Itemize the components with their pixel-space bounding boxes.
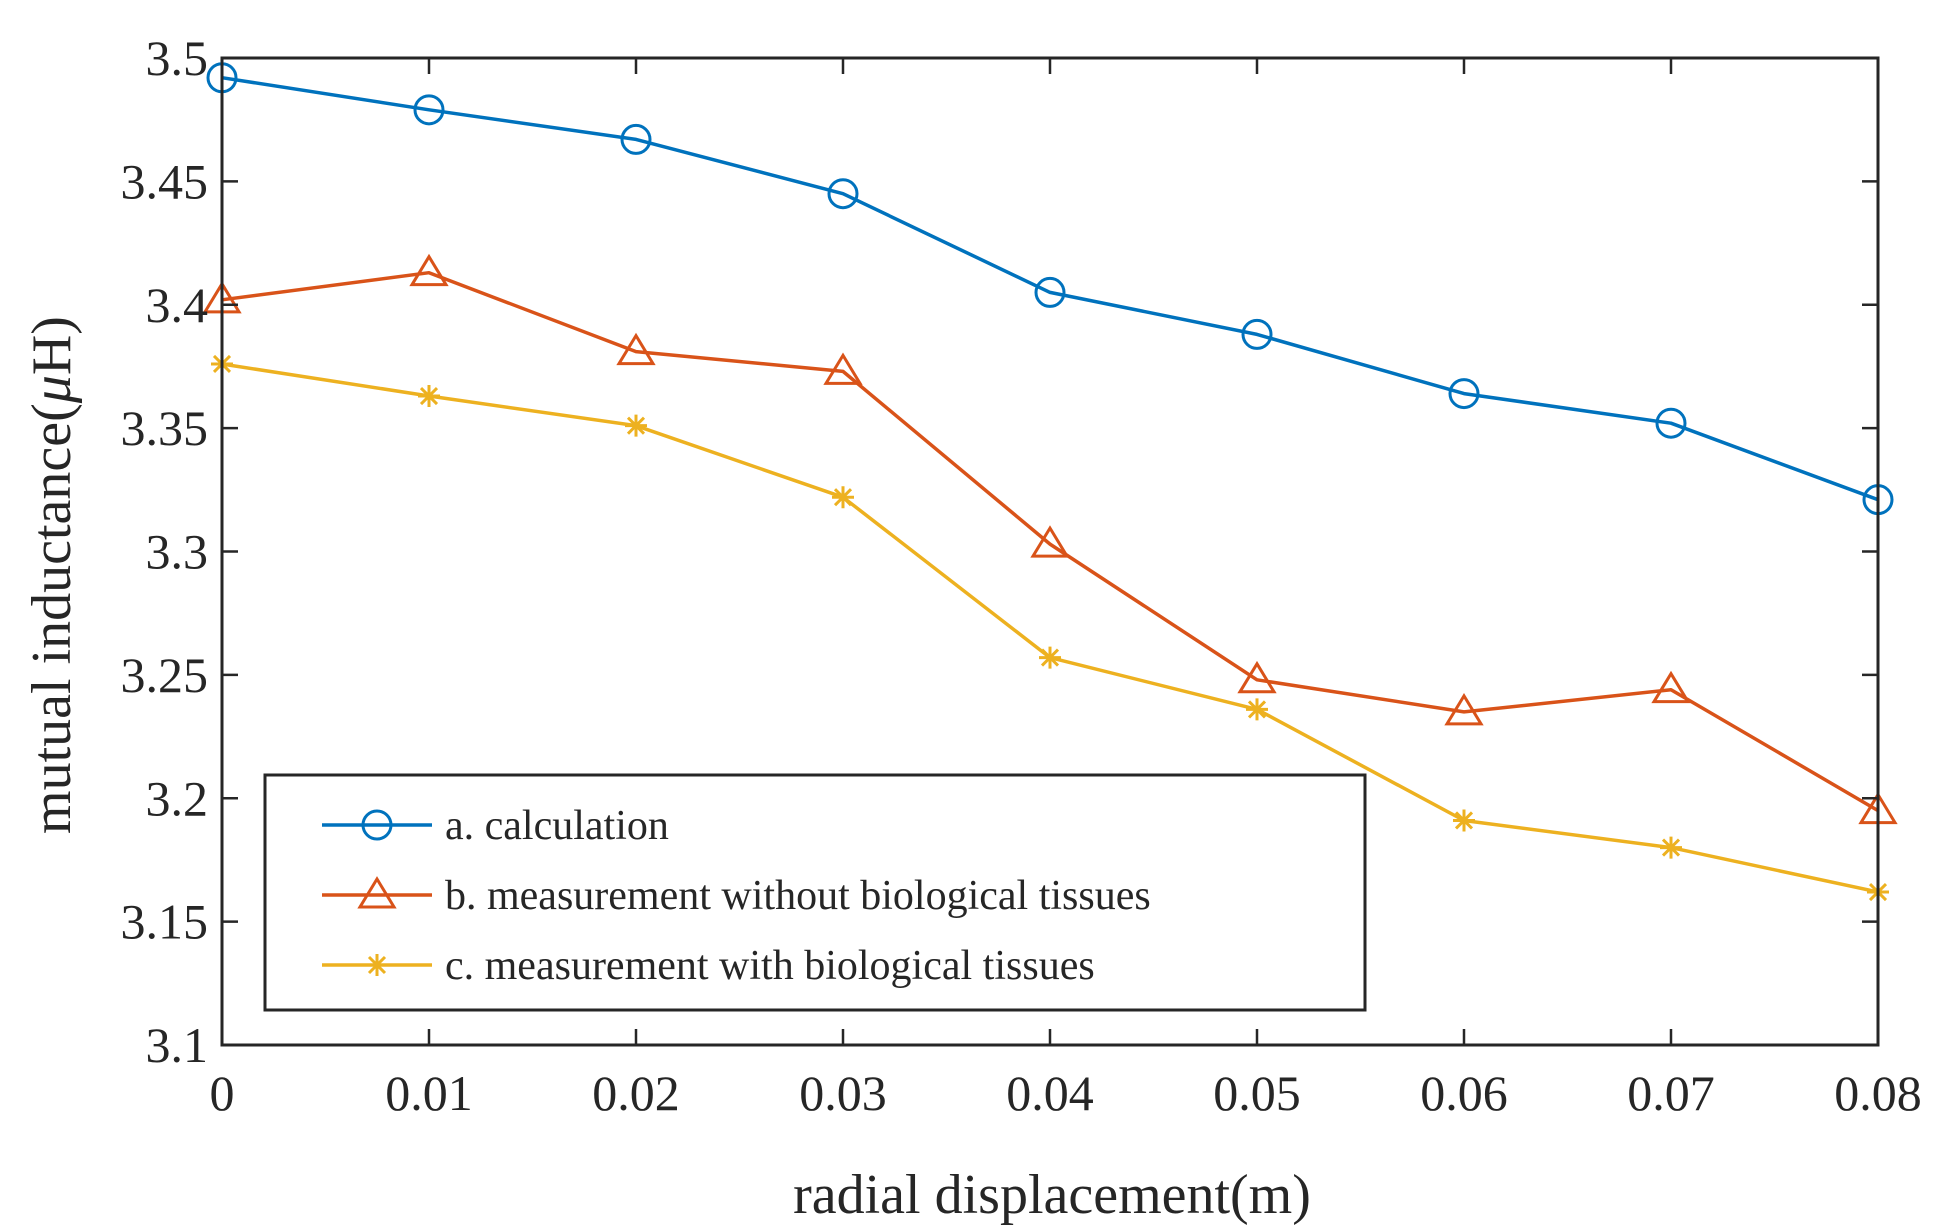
series-2-point-6	[1444, 692, 1484, 726]
x-tick-label-8: 0.08	[1834, 1065, 1922, 1121]
series-2-point-1	[409, 253, 449, 287]
y-axis-label-unit-symbol: μ	[21, 375, 83, 404]
legend-marker-2	[357, 876, 397, 909]
x-tick-label-6: 0.06	[1420, 1065, 1508, 1121]
y-tick-label-3: 3.25	[121, 647, 209, 703]
series-1-line	[221, 75, 1879, 502]
series-3-point-5	[1246, 698, 1268, 721]
x-axis-label: radial displacement(m)	[793, 1164, 1311, 1226]
series-2-point-7	[1651, 670, 1691, 704]
legend-box	[263, 773, 1367, 1012]
series-2-point-5	[1237, 660, 1277, 694]
x-tick-label-3: 0.03	[799, 1065, 887, 1121]
y-axis-label-unit: H)	[21, 316, 83, 375]
series-3-point-2	[625, 414, 647, 437]
x-tick-label-0: 0	[210, 1065, 235, 1121]
series-1-point-3	[827, 178, 859, 210]
series-2-point-3	[823, 352, 863, 385]
legend: a. calculation b. measurement without bio…	[263, 773, 1367, 1012]
series-3-point-7	[1660, 836, 1682, 859]
series-3-point-6	[1453, 809, 1475, 832]
series-layer	[202, 62, 1898, 904]
series-2-point-4	[1030, 525, 1070, 558]
x-tick-label-7: 0.07	[1627, 1065, 1715, 1121]
ticks-layer: 0 0.01 0.02 0.03 0.04 0.05 0.06 0.07 0.08 3.1 3.15…	[121, 30, 1922, 1121]
legend-marker-3	[366, 954, 388, 976]
x-tick-label-2: 0.02	[592, 1065, 680, 1121]
series-3-point-1	[418, 385, 440, 408]
series-2-point-2	[616, 332, 656, 366]
series-3-point-3	[832, 486, 854, 509]
y-tick-label-1: 3.15	[121, 894, 209, 950]
series-1-point-2	[620, 123, 652, 155]
series-1-point-6	[1448, 378, 1480, 410]
legend-item-1: a. calculation	[322, 803, 669, 849]
series-1-point-4	[1034, 276, 1066, 308]
legend-label-1: a. calculation	[445, 803, 669, 849]
x-tick-label-4: 0.04	[1006, 1065, 1094, 1121]
series-1-point-7	[1655, 407, 1687, 439]
legend-marker-1	[361, 809, 393, 841]
y-tick-label-7: 3.45	[121, 153, 209, 209]
x-tick-label-5: 0.05	[1213, 1065, 1301, 1121]
legend-label-2: b. measurement without biological tissue…	[445, 873, 1151, 919]
legend-label-3: c. measurement with biological tissues	[445, 943, 1095, 989]
y-tick-label-5: 3.35	[121, 400, 209, 456]
series-1-point-5	[1241, 318, 1273, 350]
x-tick-label-1: 0.01	[385, 1065, 473, 1121]
series-1-point-1	[413, 94, 445, 126]
y-tick-label-0: 3.1	[146, 1017, 209, 1073]
legend-item-2: b. measurement without biological tissue…	[322, 873, 1151, 919]
series-3-point-4	[1039, 646, 1061, 669]
legend-item-3: c. measurement with biological tissues	[322, 943, 1095, 989]
y-axis-label: mutual inductance(μH)	[21, 316, 83, 834]
y-tick-label-6: 3.4	[146, 277, 209, 333]
y-tick-label-8: 3.5	[146, 30, 209, 86]
y-tick-label-2: 3.2	[146, 770, 209, 826]
y-tick-label-4: 3.3	[146, 524, 209, 580]
y-axis-label-text: mutual inductance(	[21, 403, 83, 834]
series-2-line	[221, 270, 1879, 813]
